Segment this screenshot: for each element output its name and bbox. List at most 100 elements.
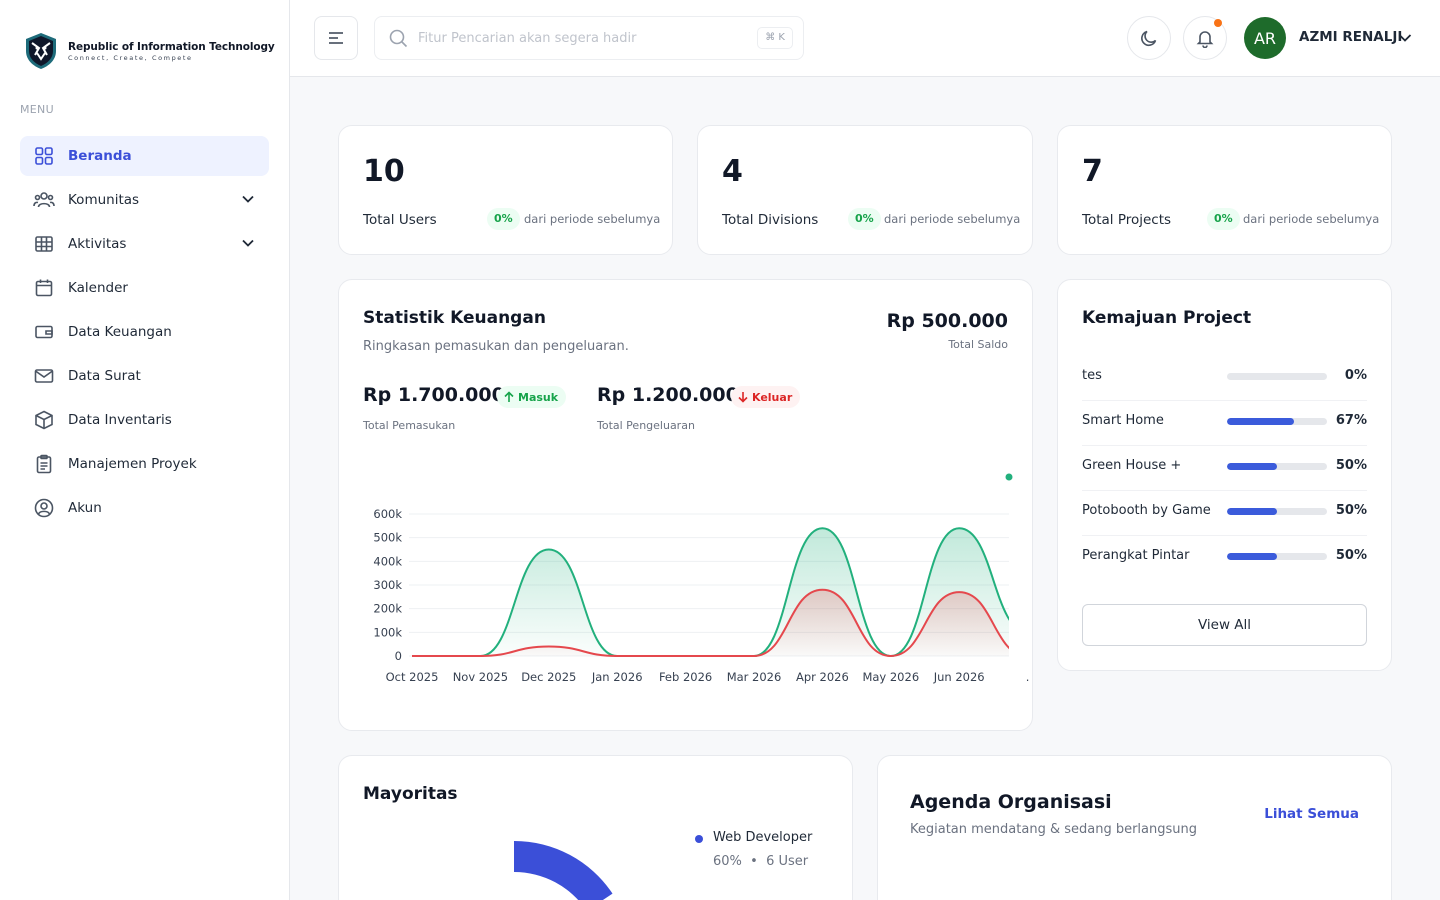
progress-row[interactable]: tes 0%: [1082, 356, 1367, 401]
grid-icon: [33, 145, 55, 167]
progress-bar: [1227, 373, 1327, 380]
wallet-icon: [33, 321, 55, 343]
sidebar-item-beranda[interactable]: Beranda: [20, 136, 269, 176]
brand[interactable]: Republic of Information Technology Conne…: [22, 31, 275, 71]
majority-donut-chart: [514, 840, 613, 900]
top-header: ⌘ K AR AZMI RENALJI: [290, 0, 1440, 77]
bell-icon: [1196, 31, 1214, 48]
avatar[interactable]: AR: [1244, 17, 1286, 59]
x-tick-label: Nov 2025: [453, 670, 508, 684]
notification-button[interactable]: [1183, 16, 1227, 60]
project-name: Smart Home: [1082, 413, 1164, 428]
income-chip-label: Masuk: [518, 390, 559, 404]
sidebar-item-label: Aktivitas: [68, 236, 127, 252]
y-tick-label: 400k: [373, 554, 402, 568]
stat-change-badge: 0%: [848, 208, 881, 230]
search-input[interactable]: [418, 30, 738, 46]
project-percent: 50%: [1335, 503, 1367, 518]
sidebar-item-akun[interactable]: Akun: [20, 488, 269, 528]
project-percent: 50%: [1335, 548, 1367, 563]
sidebar-item-aktivitas[interactable]: Aktivitas: [20, 224, 269, 264]
menu-label: MENU: [20, 103, 54, 116]
income-chip: Masuk: [497, 386, 567, 408]
project-percent: 50%: [1335, 458, 1367, 473]
see-all-link[interactable]: Lihat Semua: [1264, 806, 1359, 822]
legend-dot: [695, 835, 703, 843]
stat-card-divisions: 4 Total Divisions 0% dari periode sebelu…: [697, 125, 1033, 255]
sidebar-item-data-keuangan[interactable]: Data Keuangan: [20, 312, 269, 352]
progress-row[interactable]: Green House + 50%: [1082, 446, 1367, 491]
arrow-down-icon: [738, 392, 748, 403]
legend-count: 6 User: [766, 854, 809, 869]
agenda-card: Agenda Organisasi Kegiatan mendatang & s…: [877, 755, 1392, 900]
stat-note: dari periode sebelumya: [1243, 212, 1380, 226]
sidebar-item-label: Kalender: [68, 280, 128, 296]
sidebar-item-data-inventaris[interactable]: Data Inventaris: [20, 400, 269, 440]
x-tick-label: Feb 2026: [659, 670, 712, 684]
x-tick-label: Mar 2026: [727, 670, 782, 684]
sidebar-item-data-surat[interactable]: Data Surat: [20, 356, 269, 396]
series-area-0: [412, 528, 1009, 656]
sidebar-item-kalender[interactable]: Kalender: [20, 268, 269, 308]
x-tick-label: Oct 2025: [386, 670, 439, 684]
agenda-description: Kegiatan mendatang & sedang berlangsung: [910, 822, 1197, 837]
brand-tagline: Connect, Create, Compete: [68, 53, 193, 62]
table-icon: [33, 233, 55, 255]
x-tick-label: Dec 2025: [521, 670, 576, 684]
total-balance-label: Total Saldo: [948, 338, 1008, 351]
series-area-1: [412, 589, 1009, 656]
x-tick-label: May 2026: [862, 670, 919, 684]
income-label: Total Pemasukan: [363, 419, 456, 432]
x-tick-label: .: [1026, 670, 1030, 684]
majority-card: Mayoritas Web Developer 60% • 6 User: [338, 755, 853, 900]
sidebar-item-label: Data Inventaris: [68, 412, 172, 428]
moon-icon: [1141, 30, 1157, 47]
y-tick-label: 500k: [373, 531, 402, 545]
stat-value: 4: [722, 154, 743, 189]
clipboard-icon: [33, 453, 55, 475]
stat-label: Total Users: [363, 212, 437, 228]
progress-bar: [1227, 553, 1327, 560]
project-name: Perangkat Pintar: [1082, 548, 1190, 563]
user-name[interactable]: AZMI RENALJI: [1299, 29, 1403, 45]
sidebar-item-komunitas[interactable]: Komunitas: [20, 180, 269, 220]
finance-chart: 0 100k 200k 300k 400k 500k 600k Oct 2025 Nov 20…: [373, 473, 1030, 684]
stat-card-users: 10 Total Users 0% dari periode sebelumya: [338, 125, 673, 255]
progress-title: Kemajuan Project: [1082, 308, 1252, 328]
chart-legend-marker: [1005, 473, 1013, 481]
stat-change-badge: 0%: [1207, 208, 1240, 230]
progress-row[interactable]: Potobooth by Game 50%: [1082, 491, 1367, 536]
expense-chip-label: Keluar: [752, 390, 793, 404]
mail-icon: [33, 365, 55, 387]
project-percent: 67%: [1335, 413, 1367, 428]
progress-row[interactable]: Smart Home 67%: [1082, 401, 1367, 446]
progress-fill: [1227, 463, 1277, 470]
sidebar-item-label: Data Surat: [68, 368, 141, 384]
chevron-down-icon: [242, 239, 254, 247]
chevron-down-icon[interactable]: [1398, 31, 1412, 45]
user-circle-icon: [33, 497, 55, 519]
menu-toggle-button[interactable]: [314, 16, 358, 60]
chevron-down-icon: [242, 195, 254, 203]
sidebar: Republic of Information Technology Conne…: [0, 0, 290, 900]
view-all-button[interactable]: View All: [1082, 604, 1367, 646]
brand-logo-icon: [26, 33, 56, 69]
majority-title: Mayoritas: [363, 784, 458, 804]
stat-change-badge: 0%: [487, 208, 520, 230]
search-shortcut: ⌘ K: [757, 27, 793, 49]
total-balance: Rp 500.000: [886, 310, 1008, 332]
theme-toggle-button[interactable]: [1127, 16, 1171, 60]
stat-value: 10: [363, 154, 405, 189]
progress-row[interactable]: Perangkat Pintar 50%: [1082, 536, 1367, 581]
stat-value: 7: [1082, 154, 1103, 189]
legend-percent: 60%: [713, 854, 742, 869]
sidebar-item-manajemen-proyek[interactable]: Manajemen Proyek: [20, 444, 269, 484]
expense-value: Rp 1.200.000: [597, 384, 739, 406]
search-icon: [389, 29, 408, 47]
progress-bar: [1227, 508, 1327, 515]
expense-label: Total Pengeluaran: [597, 419, 695, 432]
project-name: Green House +: [1082, 458, 1182, 473]
donut-segment-web-developer: [514, 840, 613, 900]
expense-chip: Keluar: [731, 386, 801, 408]
search-bar[interactable]: ⌘ K: [374, 16, 804, 60]
